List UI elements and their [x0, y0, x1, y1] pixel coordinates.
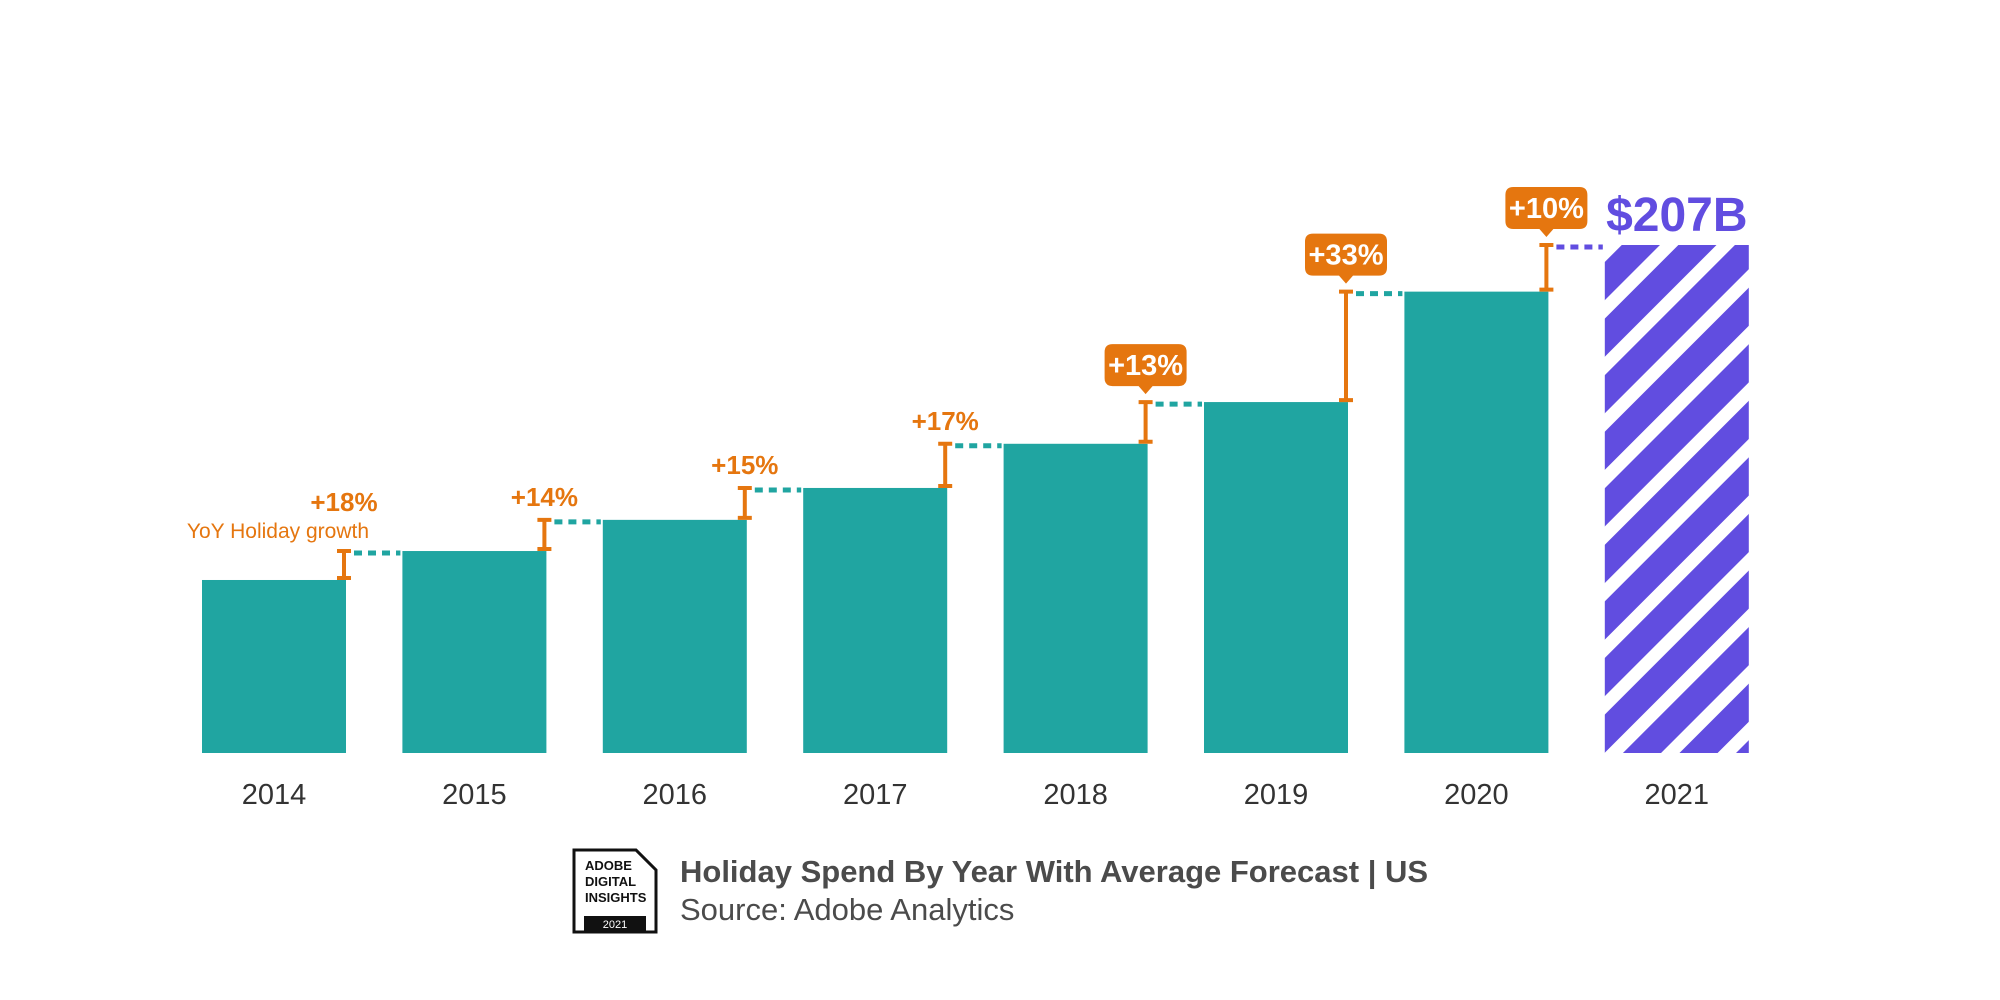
- forecast-value-label: $207B: [1606, 189, 1747, 242]
- growth-range-marker: [737, 485, 752, 520]
- forecast-bar: [1604, 245, 1749, 753]
- growth-badge: [1305, 233, 1387, 284]
- growth-range-marker: [1138, 400, 1153, 444]
- growth-badge: [1505, 187, 1588, 237]
- bar: [402, 551, 547, 753]
- chart-caption: ADOBE DIGITAL INSIGHTS 2021 Holiday Spen…: [572, 848, 1428, 934]
- x-tick-label: 2016: [643, 779, 708, 811]
- bar: [602, 519, 747, 753]
- svg-text:INSIGHTS: INSIGHTS: [585, 890, 647, 905]
- bar: [1404, 291, 1549, 753]
- growth-label: +14%: [511, 482, 578, 512]
- growth-label: +15%: [711, 450, 778, 480]
- bar: [803, 487, 948, 753]
- x-tick-label: 2018: [1043, 779, 1108, 811]
- bar: [1003, 443, 1148, 753]
- growth-badge: [1104, 344, 1187, 395]
- growth-label: +17%: [912, 406, 979, 436]
- growth-range-marker: [1539, 243, 1554, 292]
- bar-chart: 2014 2015 2016 2017 2018 2019 2020 2021 $207B +18…: [187, 187, 1749, 811]
- growth-label: +10%: [1509, 193, 1584, 225]
- growth-range-marker: [337, 549, 351, 580]
- bar: [1204, 402, 1348, 753]
- x-tick-label: 2020: [1444, 779, 1509, 811]
- chart-source: Source: Adobe Analytics: [680, 892, 1015, 927]
- growth-range-marker: [938, 441, 953, 488]
- growth-range-marker: [537, 517, 552, 552]
- growth-range-marker: [1339, 289, 1353, 403]
- growth-annotation: YoY Holiday growth: [187, 520, 369, 543]
- growth-label: +13%: [1108, 350, 1183, 382]
- growth-label: +18%: [310, 487, 377, 517]
- svg-text:2021: 2021: [603, 919, 627, 931]
- x-tick-label: 2019: [1244, 779, 1309, 811]
- chart-title: Holiday Spend By Year With Average Forec…: [680, 854, 1429, 889]
- svg-text:DIGITAL: DIGITAL: [585, 874, 636, 889]
- x-tick-label: 2017: [843, 779, 908, 811]
- svg-text:ADOBE: ADOBE: [585, 858, 632, 873]
- adobe-digital-insights-logo: ADOBE DIGITAL INSIGHTS 2021: [572, 848, 658, 934]
- growth-label: +33%: [1309, 240, 1384, 272]
- x-tick-label: 2014: [242, 779, 307, 811]
- x-tick-label: 2015: [442, 779, 507, 811]
- x-tick-label: 2021: [1645, 779, 1710, 811]
- bar: [202, 579, 346, 753]
